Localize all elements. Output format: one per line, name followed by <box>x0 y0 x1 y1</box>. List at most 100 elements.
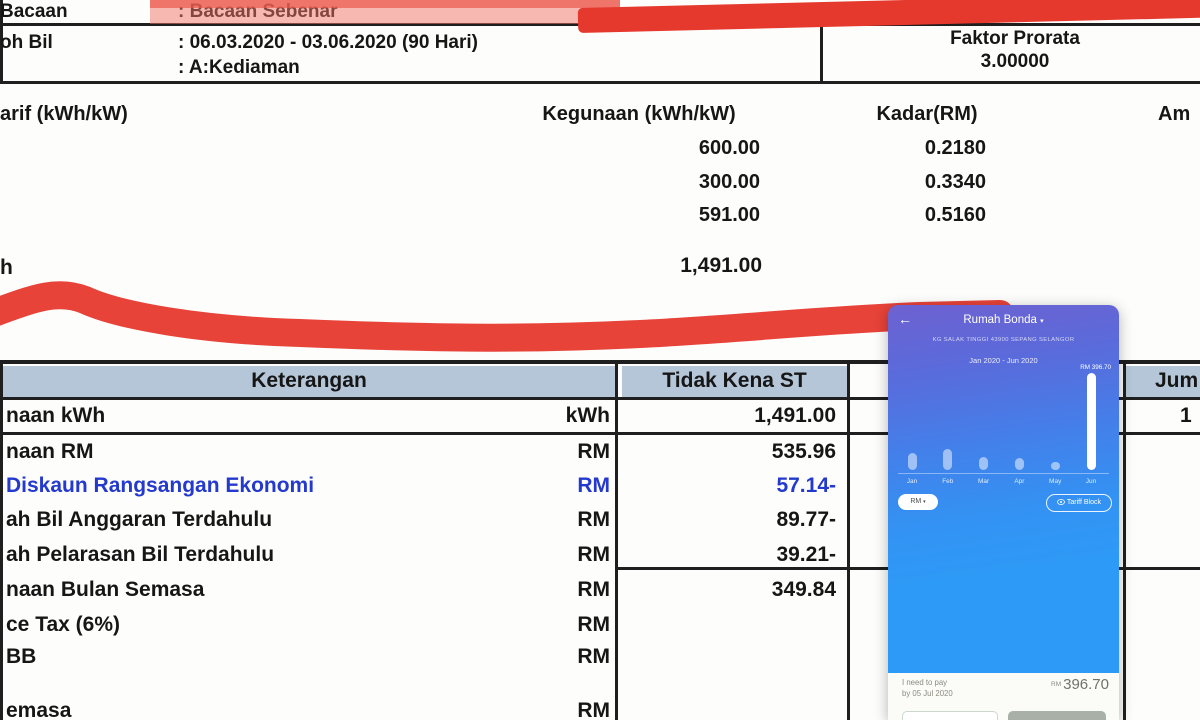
table-top-border <box>0 360 1200 364</box>
tariff-usage-value: 300.00 <box>698 171 760 193</box>
col-header-description: Keterangan <box>251 369 367 392</box>
red-marker-highlight <box>150 0 620 24</box>
bill-period-label: oh Bil <box>0 32 53 53</box>
bill-period-value: : 06.03.2020 - 03.06.2020 (90 Hari) <box>178 32 478 53</box>
prorata-value: 3.00000 <box>980 51 1050 72</box>
amount-value: 396.70 <box>1063 676 1109 693</box>
tariff-rate-value: 0.3340 <box>924 171 986 193</box>
row-value: 39.21- <box>776 543 836 566</box>
divider-line <box>0 81 1200 84</box>
amount-col-header: Am <box>1158 103 1191 125</box>
phone-chart-bars: Jan Feb Mar Apr May Jun <box>888 305 1119 490</box>
secondary-action-button[interactable] <box>902 711 998 720</box>
chart-bar-jun[interactable] <box>1086 373 1096 470</box>
table-row: emasa RM <box>0 699 1200 720</box>
eye-icon <box>1057 498 1065 505</box>
table-row: ah Bil Anggaran Terdahulu RM 89.77- <box>0 508 1200 540</box>
tariff-usage-value: 600.00 <box>698 137 760 159</box>
row-unit: kWh <box>565 404 610 427</box>
table-row: naan RM RM 535.96 <box>0 440 1200 472</box>
chevron-down-icon: ▾ <box>1040 318 1044 325</box>
row-label: ah Bil Anggaran Terdahulu <box>6 508 273 531</box>
chart-max-value-label: RM 396.70 <box>1080 364 1111 371</box>
row-unit: RM <box>577 508 610 531</box>
row-unit: RM <box>577 543 610 566</box>
row-label: naan Bulan Semasa <box>6 578 205 601</box>
row-unit: RM <box>577 645 610 668</box>
table-header-bg <box>3 366 615 397</box>
table-border-col3 <box>1123 364 1126 720</box>
chart-bar-may[interactable] <box>1050 462 1060 470</box>
premise-title-dropdown[interactable]: Rumah Bonda ▾ <box>888 314 1119 326</box>
unit-selector-label: RM <box>910 498 922 505</box>
row-unit: RM <box>577 474 610 497</box>
rate-col-header: Kadar(RM) <box>876 103 978 125</box>
chart-bar-feb[interactable] <box>943 449 953 470</box>
back-arrow-icon[interactable]: ← <box>898 311 912 327</box>
row-unit: RM <box>577 613 610 636</box>
chart-month-label: Feb <box>942 478 954 485</box>
row-label: Diskaun Rangsangan Ekonomi <box>6 474 315 497</box>
tariff-block-button[interactable]: Tariff Block <box>1046 494 1112 512</box>
tariff-rate-value: 0.2180 <box>924 137 986 159</box>
chart-period: Jan 2020 - Jun 2020 <box>969 356 1038 365</box>
row-divider <box>0 432 1200 435</box>
chart-month-label: Mar <box>977 478 990 485</box>
table-row: BB RM <box>0 645 1200 677</box>
amount-due: RM 396.70 <box>1051 676 1109 693</box>
table-row: ce Tax (6%) RM <box>0 613 1200 645</box>
chart-bar-mar[interactable] <box>979 457 989 470</box>
tariff-rate-value: 0.5160 <box>924 204 986 226</box>
row-label: ah Pelarasan Bil Terdahulu <box>6 543 275 566</box>
red-marker-scribble <box>0 281 1014 352</box>
table-border-col1 <box>615 364 618 720</box>
chevron-down-icon: ▾ <box>923 499 926 505</box>
col-header-no-st: Tidak Kena ST <box>662 369 807 392</box>
pay-due-date: by 05 Jul 2020 <box>902 689 953 698</box>
tariff-type-value: : A:Kediaman <box>178 57 300 78</box>
row-label: BB <box>6 645 37 668</box>
row-value: 535.96 <box>771 440 836 463</box>
header-bottom-border <box>0 397 1200 400</box>
table-border-left-top <box>0 0 3 83</box>
tariff-col-header: arif (kWh/kW) <box>0 103 128 125</box>
table-header-bg <box>1126 366 1200 397</box>
prorata-label: Faktor Prorata <box>950 28 1080 49</box>
row-unit: RM <box>577 699 610 720</box>
chart-month-label: Jun <box>1085 478 1097 485</box>
chart-month-label: May <box>1049 478 1062 485</box>
tariff-block-label: Tariff Block <box>1066 499 1101 506</box>
chart-axis-line <box>898 473 1109 474</box>
row-value: 57.14- <box>776 474 836 497</box>
pay-text-line1: I need to pay <box>902 678 948 687</box>
table-border-col2 <box>847 364 850 720</box>
table-row: ah Pelarasan Bil Terdahulu RM 39.21- <box>0 543 1200 575</box>
premise-address: KG SALAK TINGGI 43900 SEPANG SELANGOR <box>932 337 1075 343</box>
usage-col-header: Kegunaan (kWh/kW) <box>542 103 736 125</box>
table-border-left <box>0 360 3 720</box>
row-value: 89.77- <box>776 508 836 531</box>
row-label: emasa <box>6 699 72 720</box>
total-column-value: 1 <box>1180 404 1192 427</box>
pay-button[interactable] <box>1008 711 1106 720</box>
chart-bar-apr[interactable] <box>1014 458 1024 470</box>
total-usage-value: 1,491.00 <box>680 254 762 277</box>
table-row: naan Bulan Semasa RM 349.84 <box>0 578 1200 610</box>
row-label: ce Tax (6%) <box>6 613 120 636</box>
col-header-total: Jum <box>1155 369 1199 392</box>
table-header-bg <box>622 366 847 397</box>
tariff-usage-value: 591.00 <box>698 204 760 226</box>
row-value: 349.84 <box>771 578 836 601</box>
row-label: naan kWh <box>6 404 106 427</box>
table-row: naan kWh kWh 1,491.00 <box>0 404 1200 436</box>
row-unit: RM <box>577 578 610 601</box>
premise-title: Rumah Bonda <box>963 314 1037 326</box>
row-unit: RM <box>577 440 610 463</box>
total-usage-label: h <box>0 256 13 279</box>
row-value: 1,491.00 <box>754 404 836 427</box>
chart-bar-jan[interactable] <box>907 453 917 470</box>
table-row-discount: Diskaun Rangsangan Ekonomi RM 57.14- <box>0 474 1200 506</box>
unit-selector-dropdown[interactable]: RM ▾ <box>898 494 938 510</box>
currency-label: RM <box>1051 681 1062 688</box>
